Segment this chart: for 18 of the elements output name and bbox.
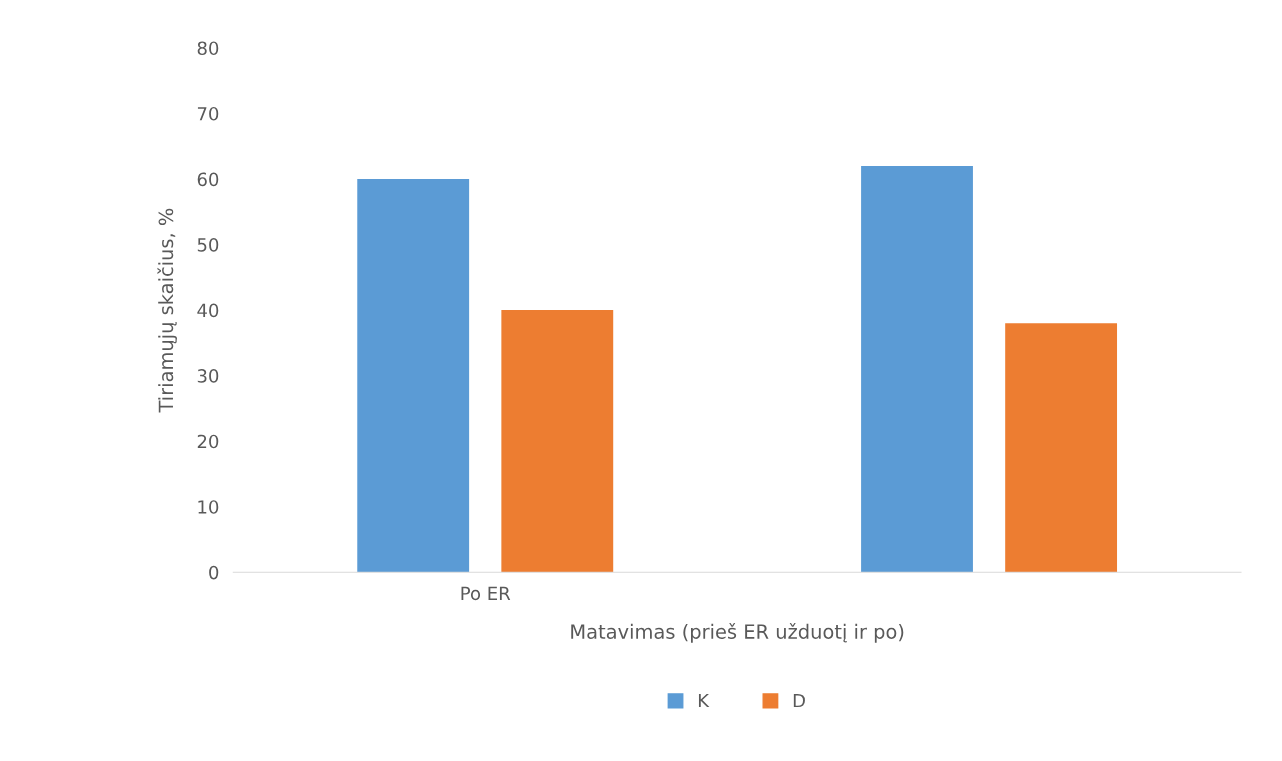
y-tick-label: 50 — [197, 238, 219, 252]
x-axis-title: Matavimas (prieš ER užduotį ir po) — [571, 623, 904, 643]
bar — [501, 310, 614, 573]
legend-label: D — [793, 693, 805, 708]
y-axis-title: Tiriamųjų skaičius, % — [157, 208, 178, 413]
y-tick-label: 10 — [198, 500, 219, 514]
bar — [861, 165, 973, 573]
y-tick-label: 60 — [197, 172, 219, 187]
legend-label: K — [698, 693, 710, 708]
y-tick-label: 30 — [197, 369, 219, 383]
x-tick-label: Po ER — [461, 586, 511, 601]
y-tick-label: 40 — [197, 303, 219, 318]
bar — [1005, 323, 1118, 573]
y-tick-label: 70 — [197, 106, 219, 121]
y-tick-label: 80 — [197, 41, 219, 56]
bar — [357, 179, 470, 573]
y-tick-label: 20 — [197, 434, 219, 449]
y-tick-label: 0 — [209, 565, 219, 580]
